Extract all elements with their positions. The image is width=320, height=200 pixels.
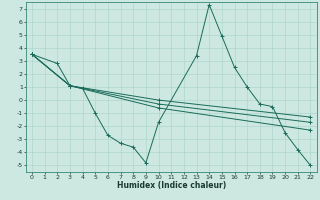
X-axis label: Humidex (Indice chaleur): Humidex (Indice chaleur) — [116, 181, 226, 190]
